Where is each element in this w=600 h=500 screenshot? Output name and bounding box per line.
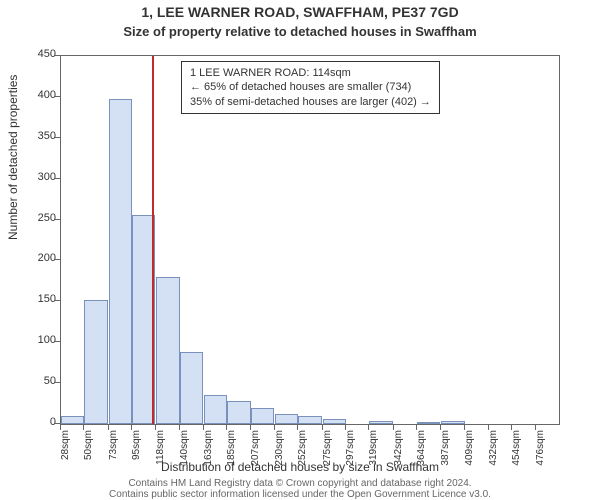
y-tick-label: 150 [16,293,56,305]
x-tick-label: 50sqm [83,430,94,480]
x-tick-label: 118sqm [155,430,166,480]
x-tick-label: 275sqm [322,430,333,480]
y-tick-mark [55,341,60,342]
x-tick-label: 342sqm [393,430,404,480]
x-tick-label: 95sqm [131,430,142,480]
x-tick-mark [297,425,298,430]
chart-title-1: 1, LEE WARNER ROAD, SWAFFHAM, PE37 7GD [0,4,600,20]
x-tick-label: 252sqm [297,430,308,480]
plot-area: 1 LEE WARNER ROAD: 114sqm ← 65% of detac… [60,55,560,425]
y-tick-label: 400 [16,89,56,101]
y-tick-mark [55,178,60,179]
histogram-bar [156,277,179,424]
annotation-line1: 1 LEE WARNER ROAD: 114sqm [190,66,431,80]
x-tick-label: 28sqm [60,430,71,480]
histogram-bar [61,416,84,424]
x-tick-mark [226,425,227,430]
footer-line2: Contains public sector information licen… [0,489,600,500]
histogram-bar [84,300,107,424]
y-tick-label: 200 [16,252,56,264]
y-tick-mark [55,382,60,383]
x-tick-mark [108,425,109,430]
x-tick-mark [155,425,156,430]
y-tick-mark [55,259,60,260]
annotation-line2: ← 65% of detached houses are smaller (73… [190,80,431,94]
chart-title-2: Size of property relative to detached ho… [0,24,600,39]
x-tick-label: 476sqm [535,430,546,480]
x-tick-label: 364sqm [416,430,427,480]
x-tick-mark [60,425,61,430]
x-tick-mark [511,425,512,430]
x-tick-mark [322,425,323,430]
x-tick-mark [535,425,536,430]
histogram-bar [275,414,298,424]
x-tick-mark [131,425,132,430]
y-tick-mark [55,55,60,56]
y-tick-label: 250 [16,212,56,224]
x-tick-label: 297sqm [345,430,356,480]
x-tick-mark [274,425,275,430]
x-tick-label: 73sqm [108,430,119,480]
x-tick-label: 163sqm [203,430,214,480]
x-tick-label: 409sqm [464,430,475,480]
y-tick-mark [55,96,60,97]
x-tick-label: 319sqm [368,430,379,480]
x-tick-mark [250,425,251,430]
histogram-bar [180,352,203,424]
histogram-bar [441,421,464,424]
histogram-bar [323,419,346,424]
histogram-bar [417,422,440,424]
x-tick-mark [368,425,369,430]
annotation-line3: 35% of semi-detached houses are larger (… [190,95,431,109]
x-tick-label: 140sqm [179,430,190,480]
x-tick-label: 454sqm [511,430,522,480]
x-tick-label: 185sqm [226,430,237,480]
histogram-bar [109,99,132,424]
x-tick-mark [179,425,180,430]
x-tick-mark [488,425,489,430]
y-tick-label: 0 [16,416,56,428]
y-tick-mark [55,423,60,424]
histogram-bar [251,408,274,424]
x-tick-label: 230sqm [274,430,285,480]
property-marker-line [152,56,154,424]
x-tick-mark [440,425,441,430]
y-tick-label: 100 [16,334,56,346]
x-tick-mark [416,425,417,430]
histogram-bar [369,421,392,424]
annotation-box: 1 LEE WARNER ROAD: 114sqm ← 65% of detac… [181,61,440,114]
x-tick-label: 387sqm [440,430,451,480]
histogram-bar [298,416,321,424]
x-tick-mark [464,425,465,430]
histogram-bar [227,401,250,424]
x-tick-mark [203,425,204,430]
y-tick-mark [55,300,60,301]
y-tick-label: 350 [16,130,56,142]
x-tick-mark [83,425,84,430]
histogram-bar [204,395,227,424]
y-tick-label: 50 [16,375,56,387]
y-tick-label: 300 [16,171,56,183]
y-tick-mark [55,219,60,220]
x-tick-label: 432sqm [488,430,499,480]
x-tick-mark [393,425,394,430]
x-tick-mark [345,425,346,430]
x-tick-label: 207sqm [250,430,261,480]
y-tick-mark [55,137,60,138]
y-tick-label: 450 [16,48,56,60]
